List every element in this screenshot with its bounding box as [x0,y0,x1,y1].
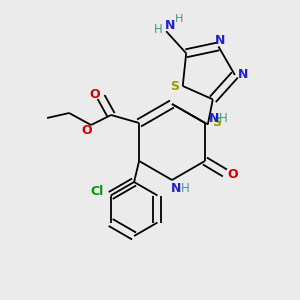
Text: N: N [171,182,181,194]
Text: Cl: Cl [90,185,103,198]
Text: H: H [154,23,163,36]
Text: N: N [209,112,219,125]
Text: H: H [175,14,183,24]
Text: S: S [212,116,221,129]
Text: H: H [218,112,227,125]
Text: O: O [82,124,92,137]
Text: S: S [170,80,179,92]
Text: N: N [215,34,226,47]
Text: H: H [181,182,189,194]
Text: N: N [238,68,248,81]
Text: N: N [165,19,175,32]
Text: O: O [228,169,238,182]
Text: O: O [90,88,101,101]
